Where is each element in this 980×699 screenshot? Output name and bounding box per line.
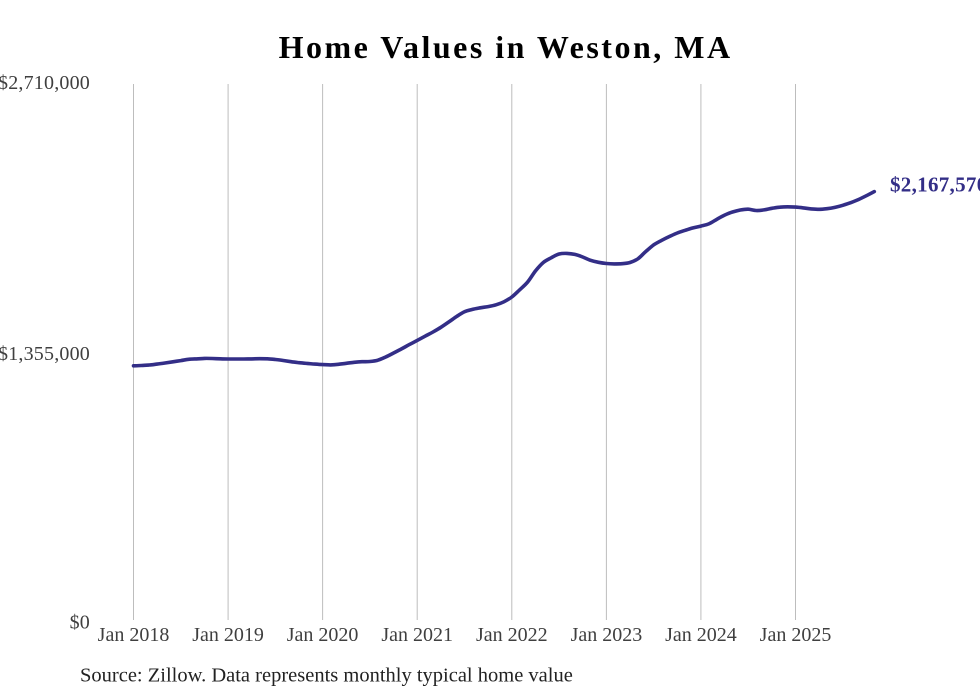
svg-text:Jan 2023: Jan 2023 [571, 624, 643, 646]
svg-text:Jan 2018: Jan 2018 [98, 624, 170, 646]
svg-text:$2,710,000: $2,710,000 [0, 72, 90, 94]
svg-text:Jan 2025: Jan 2025 [760, 624, 832, 646]
svg-text:Jan 2024: Jan 2024 [665, 624, 737, 646]
svg-text:Jan 2021: Jan 2021 [381, 624, 453, 646]
svg-text:Home Values in Weston, MA: Home Values in Weston, MA [279, 29, 733, 65]
svg-text:Jan 2020: Jan 2020 [287, 624, 359, 646]
svg-text:$1,355,000: $1,355,000 [0, 343, 90, 365]
svg-text:$0: $0 [70, 612, 90, 634]
svg-text:Jan 2019: Jan 2019 [192, 624, 264, 646]
svg-text:Jan 2022: Jan 2022 [476, 624, 548, 646]
svg-text:$2,167,570: $2,167,570 [890, 173, 980, 197]
svg-text:Source: Zillow. Data represent: Source: Zillow. Data represents monthly … [80, 665, 573, 687]
